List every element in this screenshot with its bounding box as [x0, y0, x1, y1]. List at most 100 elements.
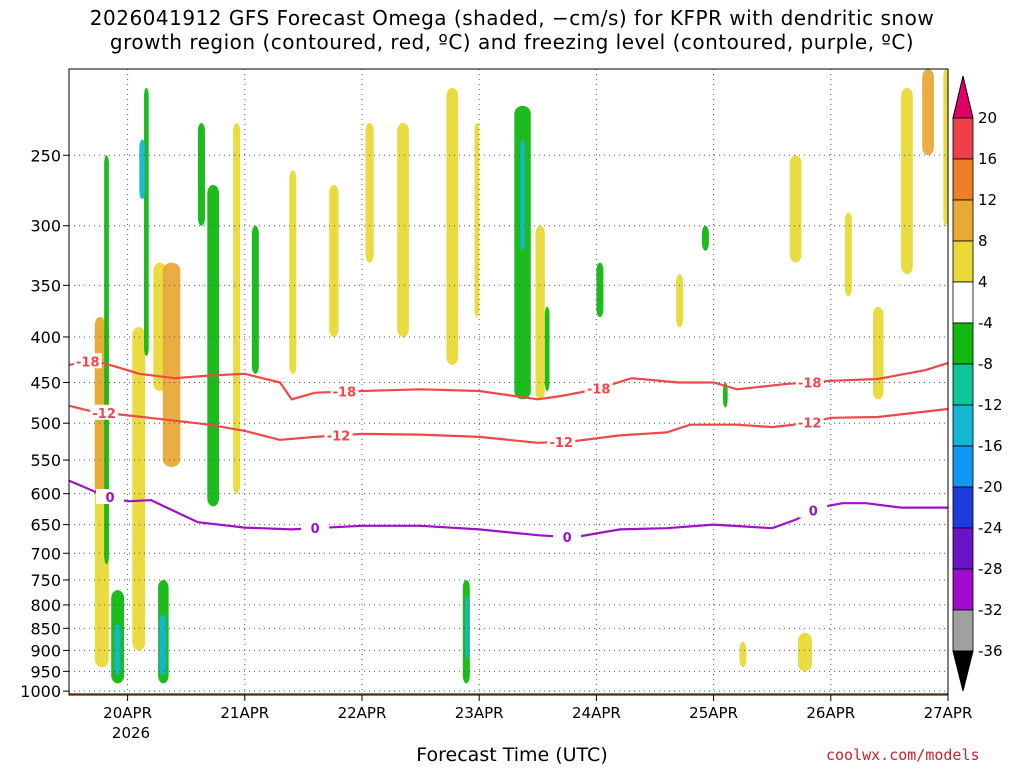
contour-line [68, 359, 949, 401]
omega-patch [544, 306, 550, 391]
colorbar-swatch [952, 199, 974, 242]
contour-label: 0 [809, 505, 818, 520]
omega-patch [233, 123, 241, 494]
omega-patch [465, 595, 469, 659]
omega-patch [722, 382, 728, 408]
chart-title-line-2: growth region (contoured, red, ºC) and f… [109, 30, 915, 54]
x-tick-label: 20APR [103, 704, 152, 722]
omega-patch [514, 105, 531, 400]
omega-patch [197, 123, 205, 226]
contour-label-bg [547, 433, 576, 449]
omega-patch [397, 123, 409, 337]
contour-label-bg [795, 374, 824, 390]
omega-patch [289, 170, 297, 374]
contour-label: -12 [327, 429, 351, 444]
omega-patch [922, 69, 934, 156]
credit-link[interactable]: coolwx.com/models [826, 746, 980, 764]
y-tick-label: 500 [30, 414, 61, 433]
contour-label: 0 [105, 491, 114, 506]
colorbar-label: -32 [978, 601, 1003, 619]
omega-patch [207, 185, 220, 507]
colorbar-label: 16 [978, 150, 997, 168]
contour-label-bg [553, 529, 582, 545]
contour-label-bg [324, 427, 353, 443]
omega-patch [789, 155, 802, 263]
y-tick-label: 900 [30, 641, 61, 660]
colorbar-swatch [952, 527, 974, 570]
colorbar-label: -36 [978, 642, 1003, 660]
x-tick-label: 22APR [338, 704, 387, 722]
x-tick-label: 25APR [689, 704, 738, 722]
colorbar-label: 4 [978, 273, 988, 291]
y-tick-label: 350 [30, 276, 61, 295]
y-tick-label: 750 [30, 571, 61, 590]
y-tick-label: 650 [30, 516, 61, 535]
omega-patch [535, 225, 545, 400]
contour-label: -18 [76, 355, 100, 370]
omega-patch [797, 632, 813, 672]
x-tick-label: 23APR [455, 704, 504, 722]
colorbar-swatch [952, 363, 974, 406]
y-tick-label: 550 [30, 451, 61, 470]
colorbar-swatch [952, 281, 974, 324]
colorbar-label: -20 [978, 478, 1003, 496]
x-tick-label: 26APR [806, 704, 855, 722]
omega-patch [676, 274, 684, 328]
colorbar-label: -28 [978, 560, 1003, 578]
contour-label: 0 [311, 522, 320, 537]
omega-patch [329, 185, 339, 337]
omega-patch [251, 225, 259, 374]
y-tick-label: 700 [30, 544, 61, 563]
colorbar-label: 20 [978, 109, 997, 127]
colorbar-label: 8 [978, 232, 988, 250]
colorbar-swatch [952, 486, 974, 529]
x-axis-title: Forecast Time (UTC) [416, 744, 608, 766]
contour-label-bg [96, 489, 125, 505]
colorbar-top-arrow [952, 75, 974, 119]
colorbar: 20 16 12 8 4 -4 -8 -12 -16 -20 -24 -28 -32 -36 [952, 75, 1003, 692]
colorbar-swatch [952, 404, 974, 447]
y-tick-label: 250 [30, 146, 61, 165]
omega-patch [901, 87, 913, 275]
y-tick-label: 800 [30, 596, 61, 615]
omega-patch [872, 306, 884, 400]
contour-label-bg [90, 404, 119, 420]
contour-label: 0 [563, 531, 572, 546]
omega-patch [446, 87, 459, 365]
omega-patch [739, 641, 747, 668]
contour-label: -18 [333, 386, 357, 401]
colorbar-label: -16 [978, 437, 1003, 455]
colorbar-label: -24 [978, 519, 1003, 537]
contour-label-bg [301, 520, 330, 536]
y-tick-label: 850 [30, 619, 61, 638]
colorbar-swatch [952, 609, 974, 652]
contour-label-bg [584, 380, 613, 396]
colorbar-label: 12 [978, 191, 997, 209]
x-tick-label: 21APR [220, 704, 269, 722]
contour-label: -12 [92, 407, 116, 422]
omega-patch [596, 262, 604, 318]
colorbar-swatch [952, 445, 974, 488]
colorbar-swatch [952, 117, 974, 160]
y-tick-label: 300 [30, 217, 61, 236]
y-tick-label: 400 [30, 328, 61, 347]
omega-patch [943, 69, 948, 226]
contour-label-bg [799, 502, 828, 518]
y-tick-label: 450 [30, 373, 61, 392]
omega-patch [474, 123, 480, 318]
colorbar-label: -8 [978, 355, 993, 373]
chart-title-line-1: 2026041912 GFS Forecast Omega (shaded, −… [89, 6, 935, 30]
colorbar-swatch [952, 158, 974, 201]
omega-patch [114, 623, 121, 676]
contour-label-bg [795, 414, 824, 430]
y-tick-label: 1000 [20, 682, 61, 701]
x-tick-label: 27APR [924, 704, 973, 722]
ground-surface [69, 693, 948, 695]
omega-patch [144, 87, 149, 356]
omega-patch [132, 327, 146, 651]
contour-label: -18 [798, 376, 822, 391]
contour-label: -12 [798, 417, 822, 432]
colorbar-swatch [952, 322, 974, 365]
colorbar-swatch [952, 240, 974, 283]
